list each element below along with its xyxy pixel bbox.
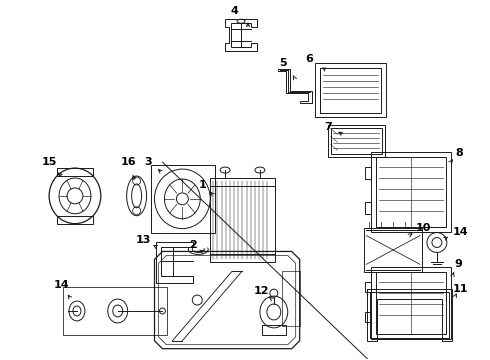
- Bar: [370, 292, 449, 338]
- Text: 7: 7: [325, 122, 332, 132]
- Bar: [262, 325, 286, 335]
- Text: 6: 6: [306, 54, 314, 64]
- Bar: [366, 282, 371, 292]
- Bar: [366, 167, 371, 179]
- Text: 13: 13: [136, 234, 151, 244]
- Text: 4: 4: [230, 6, 238, 16]
- Text: 16: 16: [121, 157, 137, 167]
- Text: 2: 2: [190, 240, 197, 251]
- Bar: [315, 63, 386, 117]
- Bar: [57, 168, 93, 176]
- Bar: [282, 271, 300, 326]
- Bar: [376, 272, 446, 334]
- Bar: [150, 165, 215, 233]
- Text: 12: 12: [254, 286, 270, 296]
- Bar: [331, 129, 382, 154]
- Bar: [327, 125, 385, 157]
- Text: 14: 14: [453, 226, 468, 237]
- Text: 15: 15: [42, 157, 57, 167]
- Bar: [63, 287, 168, 335]
- Text: 3: 3: [145, 157, 152, 167]
- Text: 11: 11: [453, 284, 468, 294]
- Text: 14: 14: [53, 280, 69, 290]
- Bar: [365, 228, 422, 272]
- Bar: [366, 202, 371, 214]
- Text: 9: 9: [455, 259, 463, 269]
- Bar: [376, 157, 446, 227]
- Bar: [319, 68, 381, 113]
- Bar: [366, 312, 371, 322]
- Text: 8: 8: [455, 148, 463, 158]
- Bar: [57, 216, 93, 224]
- Text: 10: 10: [416, 222, 431, 233]
- Bar: [210, 178, 275, 262]
- Text: 1: 1: [198, 180, 206, 190]
- Text: 5: 5: [279, 58, 287, 68]
- Bar: [371, 152, 451, 231]
- Bar: [371, 267, 451, 339]
